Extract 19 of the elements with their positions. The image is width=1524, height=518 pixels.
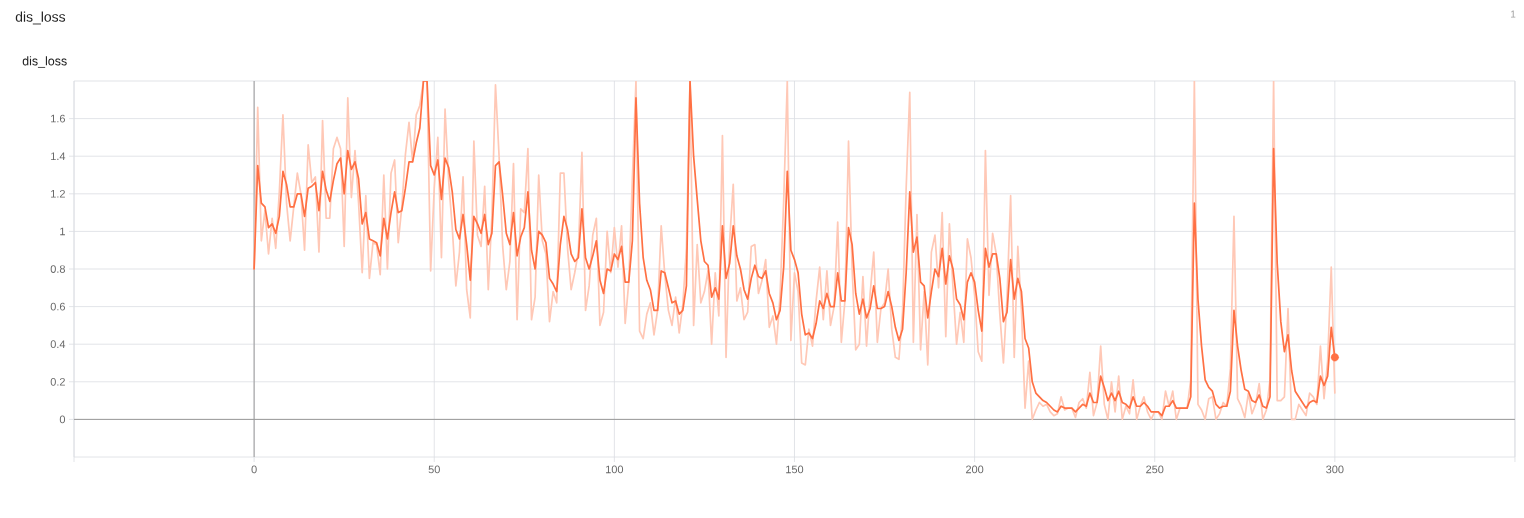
- y-tick-label: 0: [59, 415, 66, 424]
- x-tick-label: 50: [428, 465, 440, 474]
- y-tick-label: 1: [60, 227, 65, 236]
- y-tick-label: 0.6: [50, 302, 65, 311]
- chart-title: dis_loss: [15, 11, 66, 25]
- x-tick-label: 300: [1326, 465, 1344, 474]
- y-tick-label: 1.4: [51, 152, 66, 160]
- y-tick-label: 0.2: [50, 377, 65, 386]
- y-tick-label: 1.2: [51, 189, 65, 198]
- chart-subtitle: dis_loss: [22, 56, 67, 68]
- y-tick-label: 0.8: [50, 265, 65, 273]
- y-tick-label: 1.6: [51, 114, 65, 123]
- x-tick-label: 100: [606, 465, 624, 474]
- x-tick-label: 0: [251, 465, 257, 474]
- y-tick-label: 0.4: [50, 340, 66, 349]
- text: 1: [1511, 10, 1516, 18]
- x-tick-label: 250: [1146, 465, 1164, 474]
- x-tick-label: 200: [966, 465, 984, 474]
- x-tick-label: 150: [786, 465, 804, 474]
